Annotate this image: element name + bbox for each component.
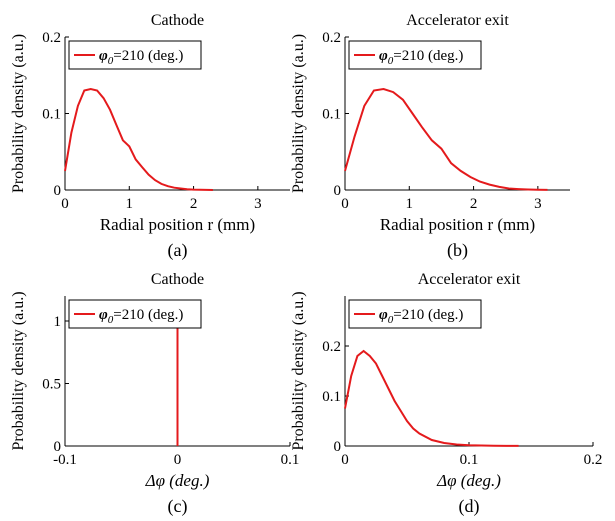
chart-title: Cathode xyxy=(151,12,204,29)
panel-label: (d) xyxy=(459,496,480,517)
y-axis-label: Probability density (a.u.) xyxy=(10,291,27,450)
panel-label: (b) xyxy=(447,240,468,261)
panel-label: (a) xyxy=(168,240,188,261)
y-tick-label: 0.5 xyxy=(42,377,61,393)
y-tick-label: 0 xyxy=(334,183,342,199)
x-tick-label: 3 xyxy=(534,196,542,212)
x-tick-label: 0.1 xyxy=(281,452,300,468)
x-axis-label: Radial position r (mm) xyxy=(100,215,255,234)
x-tick-label: 0 xyxy=(174,452,182,468)
y-tick-label: 0 xyxy=(334,439,342,455)
x-tick-label: 0.2 xyxy=(584,452,603,468)
chart-title: Cathode xyxy=(151,271,204,288)
y-tick-label: 0.1 xyxy=(322,389,341,405)
x-tick-label: 2 xyxy=(470,196,478,212)
x-tick-label: 3 xyxy=(254,196,262,212)
chart-title: Accelerator exit xyxy=(406,12,509,29)
x-tick-label: 1 xyxy=(406,196,414,212)
y-tick-label: 0.1 xyxy=(42,107,61,123)
legend-label: φ0=210 (deg.) xyxy=(379,307,463,326)
y-axis-label: Probability density (a.u.) xyxy=(290,34,307,193)
x-tick-label: -0.1 xyxy=(53,452,77,468)
y-tick-label: 0.2 xyxy=(322,339,341,355)
y-tick-label: 0.2 xyxy=(42,30,61,46)
chart-panel-b: Accelerator exit 0 1 2 3 0 0.1 0.2 Radial positi… xyxy=(290,12,570,261)
x-axis-label: Δφ (deg.) xyxy=(145,471,210,490)
y-tick-label: 0.2 xyxy=(322,30,341,46)
x-tick-label: 1 xyxy=(126,196,134,212)
x-tick-label: 0 xyxy=(341,452,349,468)
y-axis-label: Probability density (a.u.) xyxy=(10,34,27,193)
y-tick-label: 0 xyxy=(54,183,62,199)
x-tick-label: 0 xyxy=(341,196,349,212)
legend-label: φ0=210 (deg.) xyxy=(99,48,183,67)
y-tick-label: 0 xyxy=(54,439,62,455)
panel-label: (c) xyxy=(168,496,188,517)
series-line xyxy=(64,87,213,191)
y-tick-label: 1 xyxy=(54,314,62,330)
y-tick-label: 0.1 xyxy=(322,107,341,123)
chart-panel-a: Cathode 0 1 2 3 0 0.1 0.2 Radial position r (mm)… xyxy=(10,12,290,261)
x-tick-label: 2 xyxy=(190,196,198,212)
x-tick-label: 0.1 xyxy=(460,452,479,468)
x-tick-label: 0 xyxy=(61,196,69,212)
chart-panel-d: Accelerator exit 0 0.1 0.2 0 0.1 0.2 Δφ (deg.) P… xyxy=(290,271,602,517)
legend-label: φ0=210 (deg.) xyxy=(99,307,183,326)
series-line xyxy=(344,349,519,447)
chart-title: Accelerator exit xyxy=(418,271,521,288)
series-line xyxy=(344,87,548,191)
x-axis-label: Radial position r (mm) xyxy=(380,215,535,234)
x-axis-label: Δφ (deg.) xyxy=(436,471,501,490)
legend-label: φ0=210 (deg.) xyxy=(379,48,463,67)
y-axis-label: Probability density (a.u.) xyxy=(290,291,307,450)
